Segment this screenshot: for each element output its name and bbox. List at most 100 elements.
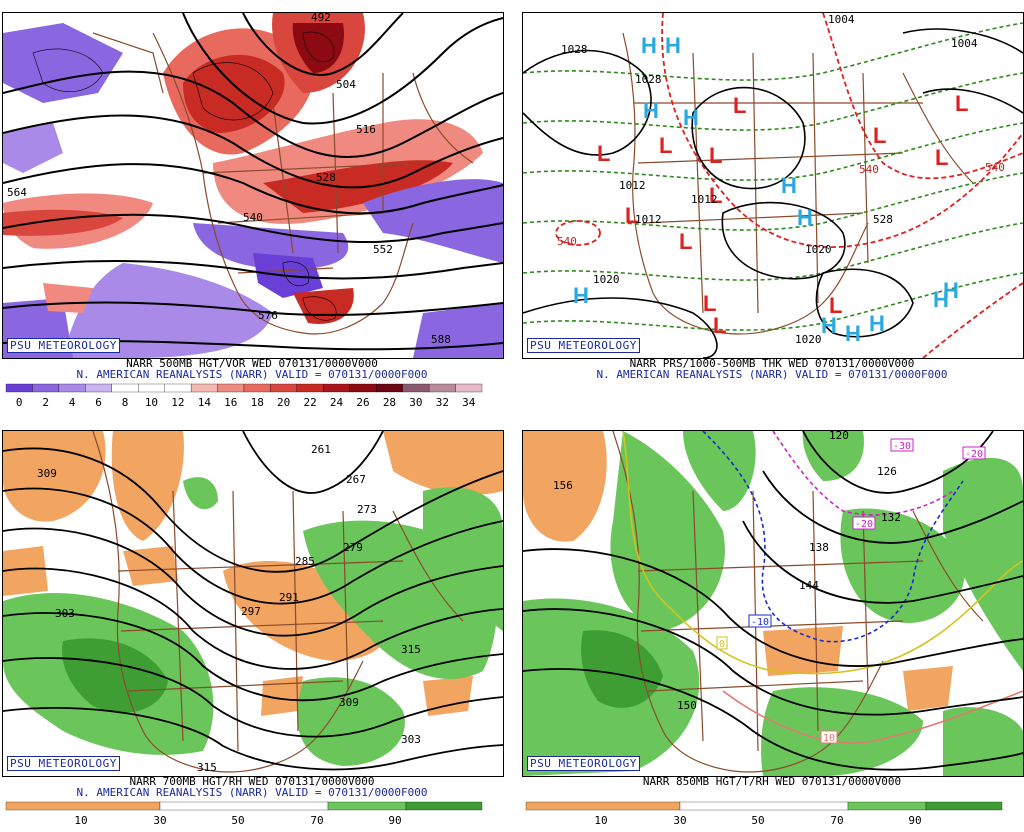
colorbar-tick-label: 10 [74, 814, 87, 827]
contour-label: 576 [258, 309, 278, 322]
colorbar-tick-label: 16 [224, 396, 237, 409]
coastline-borders [622, 32, 974, 335]
psu-meteorology-credit: PSU METEOROLOGY [527, 338, 640, 353]
caption-validity: N. AMERICAN REANALYSIS (NARR) VALID = 07… [76, 786, 428, 799]
contour-label: 297 [241, 605, 261, 618]
colorbar-segment [679, 801, 849, 811]
contour-label: 1020 [795, 333, 822, 346]
colorbar-segment [85, 383, 112, 393]
high-pressure-symbol: H [683, 105, 699, 130]
colorbar-segment [402, 383, 430, 393]
high-pressure-symbol: H [943, 278, 959, 303]
map-pressure-thickness: H H H H H H H H H H H H L L L L L L L L [522, 12, 1024, 359]
contour-label: 528 [316, 171, 336, 184]
colorbar-segment [5, 383, 33, 393]
high-pressure-symbol: H [821, 313, 837, 338]
contour-label: 588 [431, 333, 451, 346]
high-pressure-symbol: H [797, 205, 813, 230]
psu-meteorology-credit: PSU METEOROLOGY [527, 756, 640, 771]
contour-label: 540 [985, 161, 1005, 174]
caption-product: NARR 500MB HGT/VOR WED 070131/0000V000 [126, 357, 378, 370]
low-pressure-symbol: L [709, 143, 722, 168]
pressure-centers: H H H H H H H H H H H H L L L L L L L L [573, 33, 968, 346]
isotherm-label: 0 [719, 639, 725, 650]
contour-label: 504 [336, 78, 356, 91]
high-pressure-symbol: H [845, 321, 861, 346]
thickness-540-line [555, 13, 1023, 358]
colorbar-tick-label: 34 [462, 396, 476, 409]
contour-label: 516 [356, 123, 376, 136]
low-pressure-symbol: L [679, 229, 692, 254]
thickness-contours [523, 22, 1023, 331]
colorbar-segment [111, 383, 139, 393]
colorbar-segment [32, 383, 60, 393]
colorbar-segment [349, 383, 377, 393]
contour-label: 279 [343, 541, 363, 554]
panel-700mb-rh: 261 267 273 279 285 291 297 303 309 315 … [2, 430, 504, 832]
colorbar-tick-label: 6 [95, 396, 102, 409]
colorbar-rh: 10 30 50 70 90 [525, 801, 1003, 827]
contour-label: 144 [799, 579, 819, 592]
isotherms [622, 431, 1023, 744]
contour-label: 1020 [593, 273, 620, 286]
contour-label: 315 [197, 761, 217, 774]
colorbar-segment [159, 801, 329, 811]
rh-fill [523, 431, 1023, 776]
low-pressure-symbol: L [829, 293, 842, 318]
contour-label: 1028 [635, 73, 662, 86]
contour-label: 261 [311, 443, 331, 456]
contour-label: 156 [553, 479, 573, 492]
colorbar-tick-label: 90 [388, 814, 401, 827]
colorbar-segment [138, 383, 165, 393]
colorbar-tick-label: 2 [42, 396, 49, 409]
colorbar-tick-label: 18 [251, 396, 264, 409]
contour-label: 120 [829, 431, 849, 442]
caption-product: NARR 700MB HGT/RH WED 070131/0000V000 [129, 775, 375, 788]
low-pressure-symbol: L [873, 123, 886, 148]
panel-850mb-temp-rh: 156 120 126 132 138 144 150 -30 -20 -20 … [522, 430, 1024, 832]
height-contours [523, 431, 1023, 771]
low-pressure-symbol: L [659, 133, 672, 158]
contour-label: 315 [401, 643, 421, 656]
contour-labels: 156 120 126 132 138 144 150 [553, 431, 901, 712]
low-pressure-symbol: L [625, 203, 638, 228]
isotherm-label: -20 [965, 449, 983, 460]
colorbar-tick-label: 10 [594, 814, 607, 827]
contour-label: 303 [401, 733, 421, 746]
psu-meteorology-credit: PSU METEOROLOGY [7, 756, 120, 771]
isotherm-label: -10 [751, 617, 769, 628]
colorbar-tick-label: 70 [830, 814, 843, 827]
high-pressure-symbol: H [643, 98, 659, 123]
contour-label: 309 [37, 467, 57, 480]
colorbar-segment [270, 383, 298, 393]
contour-label: 564 [7, 186, 27, 199]
colorbar-tick-label: 32 [436, 396, 449, 409]
height-contours [3, 13, 503, 351]
low-pressure-symbol: L [733, 93, 746, 118]
colorbar-segment [327, 801, 407, 811]
high-pressure-symbol: H [573, 283, 589, 308]
colorbar-segment [455, 383, 483, 393]
low-pressure-symbol: L [597, 141, 610, 166]
contour-label: 540 [243, 211, 263, 224]
isotherm-label: 10 [823, 733, 835, 744]
contour-label: 267 [346, 473, 366, 486]
isotherm-labels: -30 -20 -20 -10 0 10 [716, 438, 986, 744]
colorbar-segment [323, 383, 350, 393]
colorbar-tick-label: 30 [409, 396, 422, 409]
contour-label: 540 [859, 163, 879, 176]
isobars [523, 28, 1023, 358]
contour-label: 309 [339, 696, 359, 709]
contour-label: 1004 [828, 13, 855, 26]
high-pressure-symbol: H [781, 173, 797, 198]
contour-label: 126 [877, 465, 897, 478]
panel-pressure-thickness: H H H H H H H H H H H H L L L L L L L L [522, 12, 1024, 414]
caption-product: NARR 850MB HGT/T/RH WED 070131/0000V000 [642, 775, 902, 788]
colorbar-rh: 10 30 50 70 90 [5, 801, 483, 827]
height-contours [3, 431, 503, 771]
colorbar-segment [525, 801, 681, 811]
psu-meteorology-credit: PSU METEOROLOGY [7, 338, 120, 353]
colorbar-tick-label: 0 [16, 396, 23, 409]
isotherm-label: -20 [855, 519, 873, 530]
colorbar-tick-label: 50 [751, 814, 764, 827]
